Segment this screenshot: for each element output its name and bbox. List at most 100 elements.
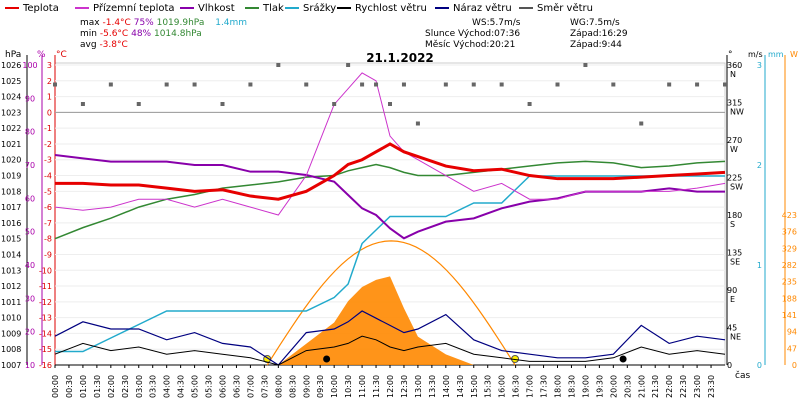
wind-dir-point	[611, 82, 616, 87]
pct-tick-label: 90	[25, 94, 35, 103]
x-tick-label: 06:00	[219, 375, 228, 398]
x-tick-label: 02:30	[121, 375, 130, 398]
x-tick-label: 04:30	[177, 375, 186, 398]
wind-dir-point	[220, 102, 225, 106]
x-tick-label: 16:30	[512, 375, 521, 398]
legend-swatch	[435, 7, 449, 9]
pct-tick-label: 30	[25, 294, 35, 303]
legend-item: Teplota	[5, 2, 59, 14]
x-tick-label: 01:30	[93, 375, 102, 398]
wind-dir-point	[499, 82, 504, 87]
wind-dir-point	[401, 82, 406, 87]
rain-line	[55, 175, 725, 353]
x-tick-label: 20:00	[609, 375, 618, 398]
axis-unit-pct: %	[37, 50, 46, 60]
hpa-tick-label: 1025	[1, 77, 21, 86]
sun-arc	[266, 240, 516, 366]
x-tick-label: 05:30	[205, 375, 214, 398]
min-label: min	[80, 29, 97, 39]
dir-tick-label: 135	[727, 249, 742, 258]
temp-tick-label: -14	[39, 329, 52, 338]
legend-item: Směr větru	[519, 2, 593, 14]
hpa-tick-label: 1022	[1, 124, 21, 133]
x-tick-label: 12:30	[400, 375, 409, 398]
pct-tick-label: 60	[25, 194, 35, 203]
w-tick-label: 282	[782, 261, 797, 270]
w-tick-label: 141	[782, 311, 797, 320]
x-tick-label: 08:30	[288, 375, 297, 398]
x-tick-label: 20:30	[623, 375, 632, 398]
temp-tick-label: 3	[47, 61, 52, 70]
pct-tick-label: 80	[25, 128, 35, 137]
x-tick-label: 04:00	[163, 375, 172, 398]
temp-tick-label: -16	[39, 361, 52, 370]
min-hum: 48%	[131, 29, 152, 39]
x-tick-label: 17:00	[526, 375, 535, 398]
wind-dir-point	[374, 82, 379, 87]
hpa-tick-label: 1015	[1, 235, 21, 244]
wind-dir-point	[108, 82, 113, 87]
hpa-tick-label: 1010	[1, 314, 21, 323]
axis-unit-mm: mm	[768, 50, 784, 59]
x-tick-label: 08:00	[274, 375, 283, 398]
x-tick-label: 13:30	[428, 375, 437, 398]
dir-tick-label: 315	[727, 99, 742, 108]
wind-dir-point	[443, 82, 448, 87]
x-tick-label: 07:00	[246, 375, 255, 398]
wind-dir-point	[346, 63, 351, 67]
x-tick-label: 11:00	[358, 375, 367, 398]
max-temp: -1.4°C	[102, 18, 131, 28]
min-temp: -5.6°C	[99, 29, 129, 39]
temp-tick-label: -15	[39, 345, 52, 354]
legend-swatch	[75, 7, 89, 9]
hpa-tick-label: 1020	[1, 156, 21, 165]
legend-item: Náraz větru	[435, 2, 512, 14]
x-tick-label: 21:30	[651, 375, 660, 398]
legend-label: Vlhkost	[198, 2, 235, 14]
legend-item: Tlak	[245, 2, 284, 14]
legend-swatch	[5, 7, 19, 9]
dir-tick-label: 270	[727, 136, 742, 145]
wind-dir-point	[527, 102, 532, 106]
temp-tick-label: -11	[39, 282, 52, 291]
hpa-tick-label: 1017	[1, 203, 21, 212]
x-tick-label: 09:30	[316, 375, 325, 398]
pct-tick-label: 20	[25, 328, 35, 337]
dir-tick-label: 45	[727, 324, 737, 333]
legend-label: Přízemní teplota	[93, 2, 175, 14]
dir-name-label: S	[730, 220, 735, 229]
pct-tick-label: 100	[22, 61, 37, 70]
x-tick-label: 12:00	[386, 375, 395, 398]
wind-speed-line	[54, 335, 726, 366]
temp-tick-label: -1	[44, 124, 52, 133]
x-tick-label: 23:30	[707, 375, 716, 398]
temp-tick-label: 2	[47, 77, 52, 86]
ms-tick-label: 0	[757, 361, 762, 370]
pct-tick-label: 10	[25, 361, 35, 370]
dir-name-label: SW	[730, 183, 743, 192]
wind-dir-point	[304, 82, 309, 87]
pressure-line	[54, 160, 726, 240]
rain-total: 1.4mm	[215, 18, 248, 28]
hpa-tick-label: 1026	[1, 61, 21, 70]
legend-label: Náraz větru	[453, 2, 512, 14]
dir-tick-label: 225	[727, 174, 742, 183]
stats-min: min -5.6°C 48% 1014.8hPa	[80, 29, 202, 39]
dir-name-label: NE	[730, 333, 741, 342]
x-tick-label: 15:30	[484, 375, 493, 398]
wind-dir-point	[583, 63, 588, 67]
legend-swatch	[180, 7, 194, 9]
wind-dir-point	[555, 82, 560, 87]
temp-tick-label: -13	[39, 314, 52, 323]
hpa-tick-label: 1013	[1, 266, 21, 275]
legend-label: Směr větru	[537, 2, 593, 14]
legend-label: Tlak	[263, 2, 284, 14]
chart-title: 21.1.2022	[366, 51, 434, 65]
w-tick-label: 47	[787, 344, 797, 353]
hpa-tick-label: 1011	[1, 298, 21, 307]
wind-dir-point	[388, 102, 392, 106]
wind-dir-point	[471, 82, 476, 87]
temp-tick-label: -10	[39, 266, 52, 275]
dir-tick-label: 0	[727, 361, 732, 370]
x-tick-label: 19:00	[581, 375, 590, 398]
